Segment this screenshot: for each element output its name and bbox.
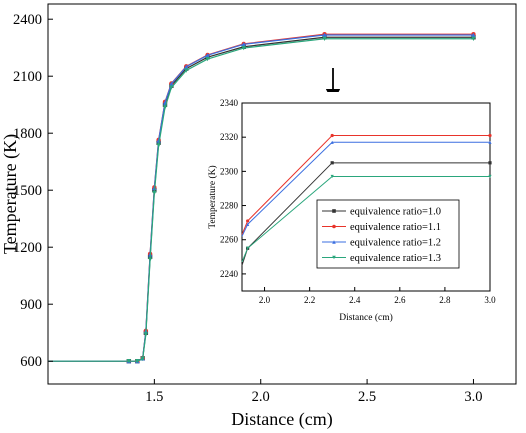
- main-data-point: [156, 143, 161, 148]
- inset-series-line: [241, 162, 490, 266]
- main-y-tick-label: 2100: [13, 69, 42, 85]
- inset-x-tick-label: 2.6: [394, 295, 406, 305]
- main-x-axis-label: Distance (cm): [231, 409, 332, 430]
- main-plot-frame: [47, 3, 517, 385]
- inset-y-tick-label: 2240: [220, 269, 239, 279]
- main-y-tick-label: 900: [20, 297, 42, 313]
- main-data-point: [205, 56, 210, 62]
- main-data-point: [184, 64, 189, 69]
- inset-y-tick-label: 2300: [220, 166, 239, 176]
- inset-data-point: [330, 140, 334, 144]
- main-y-axis-label: Temperature (K): [0, 134, 21, 254]
- main-data-point: [205, 53, 210, 58]
- main-data-point: [471, 36, 476, 41]
- inset-chart: 2.0 2.2 2.4 2.6 2.8 3.0 224022602280230023202…: [207, 92, 497, 342]
- inset-data-point: [330, 174, 334, 179]
- main-x-tick-label: 3.0: [464, 389, 482, 405]
- main-y-tick-label: 1500: [13, 183, 42, 199]
- legend-entry: equivalence ratio=1.1: [322, 222, 441, 233]
- legend-entry: equivalence ratio=1.2: [322, 238, 441, 249]
- main-data-point: [152, 190, 157, 196]
- inset-series-line: [241, 175, 490, 263]
- inset-data-point: [488, 140, 492, 144]
- inset-series-3: [241, 140, 492, 237]
- main-data-point: [135, 359, 140, 364]
- inset-data-point: [488, 133, 492, 138]
- inset-series-2: [241, 133, 492, 235]
- legend-label: equivalence ratio=1.1: [350, 222, 441, 233]
- inset-y-tick-label: 2320: [220, 132, 239, 142]
- inset-data-point: [330, 133, 334, 138]
- main-series-4: [48, 36, 476, 364]
- inset-y-ticks: 2240 2260 2280 2300 2320 2340: [220, 98, 246, 279]
- main-y-tick-label: 1200: [13, 240, 42, 256]
- inset-series-layer: [241, 133, 492, 266]
- inset-data-point: [330, 161, 334, 165]
- main-data-point: [147, 257, 153, 262]
- main-data-point: [241, 42, 246, 47]
- main-data-point: [184, 68, 189, 73]
- main-data-point: [140, 356, 145, 362]
- inset-data-point: [246, 246, 250, 250]
- main-y-tick-label: 600: [20, 354, 42, 370]
- main-series-layer: [48, 32, 476, 364]
- inset-x-axis-label: Distance (cm): [339, 312, 393, 323]
- inset-y-tick-label: 2260: [220, 235, 239, 245]
- legend-swatch-marker: [332, 209, 336, 213]
- legend-label: equivalence ratio=1.3: [350, 253, 441, 264]
- inset-x-tick-label: 2.8: [439, 295, 451, 305]
- main-data-point: [471, 32, 476, 38]
- inset-x-tick-label: 2.2: [304, 295, 315, 305]
- main-data-point: [241, 45, 246, 51]
- legend-items: equivalence ratio=1.0 equivalence ratio=1…: [322, 207, 441, 264]
- main-x-tick-label: 2.5: [358, 389, 376, 405]
- inset-x-tick-label: 2.4: [349, 295, 361, 305]
- main-data-point: [169, 81, 174, 86]
- inset-y-tick-label: 2280: [220, 201, 239, 211]
- legend-swatch-marker: [332, 240, 336, 244]
- inset-plot-frame: [241, 102, 491, 292]
- legend-label: equivalence ratio=1.2: [350, 238, 441, 249]
- inset-y-tick-label: 2340: [220, 98, 239, 108]
- main-y-ticks: 600 900 1200 1500 1800 2100 2400: [13, 12, 53, 370]
- main-data-point: [322, 32, 327, 38]
- inset-x-tick-label: 3.0: [484, 295, 496, 305]
- main-y-tick-label: 2400: [13, 12, 42, 28]
- main-data-point: [162, 105, 168, 110]
- inset-data-point: [246, 219, 250, 223]
- legend-entry: equivalence ratio=1.0: [322, 207, 441, 218]
- main-chart: 1.5 2.0 2.5 3.0 60090012001500180021002400 …: [0, 3, 517, 430]
- inset-x-tick-label: 2.0: [259, 295, 271, 305]
- legend: equivalence ratio=1.0 equivalence ratio=1…: [316, 199, 460, 269]
- inset-series-line: [241, 141, 490, 237]
- main-y-tick-label: 1800: [13, 126, 42, 142]
- main-data-point: [143, 332, 149, 337]
- main-x-ticks: 1.5 2.0 2.5 3.0: [145, 379, 483, 405]
- main-data-point: [169, 85, 174, 90]
- inset-y-axis-label: Temperature (K): [207, 165, 218, 228]
- legend-label: equivalence ratio=1.0: [350, 207, 441, 218]
- main-data-point: [126, 359, 132, 364]
- legend-swatch-marker: [332, 255, 336, 260]
- legend-entry: equivalence ratio=1.3: [322, 253, 441, 264]
- inset-series-4: [241, 174, 492, 263]
- main-x-tick-label: 1.5: [145, 389, 163, 405]
- inset-data-point: [246, 222, 250, 226]
- main-x-tick-label: 2.0: [252, 389, 270, 405]
- legend-swatch-marker: [332, 224, 336, 229]
- inset-data-point: [488, 161, 492, 165]
- main-data-point: [322, 36, 327, 41]
- inset-data-point: [488, 174, 492, 179]
- inset-series-line: [241, 134, 490, 235]
- inset-x-ticks: 2.0 2.2 2.4 2.6 2.8 3.0: [259, 287, 496, 305]
